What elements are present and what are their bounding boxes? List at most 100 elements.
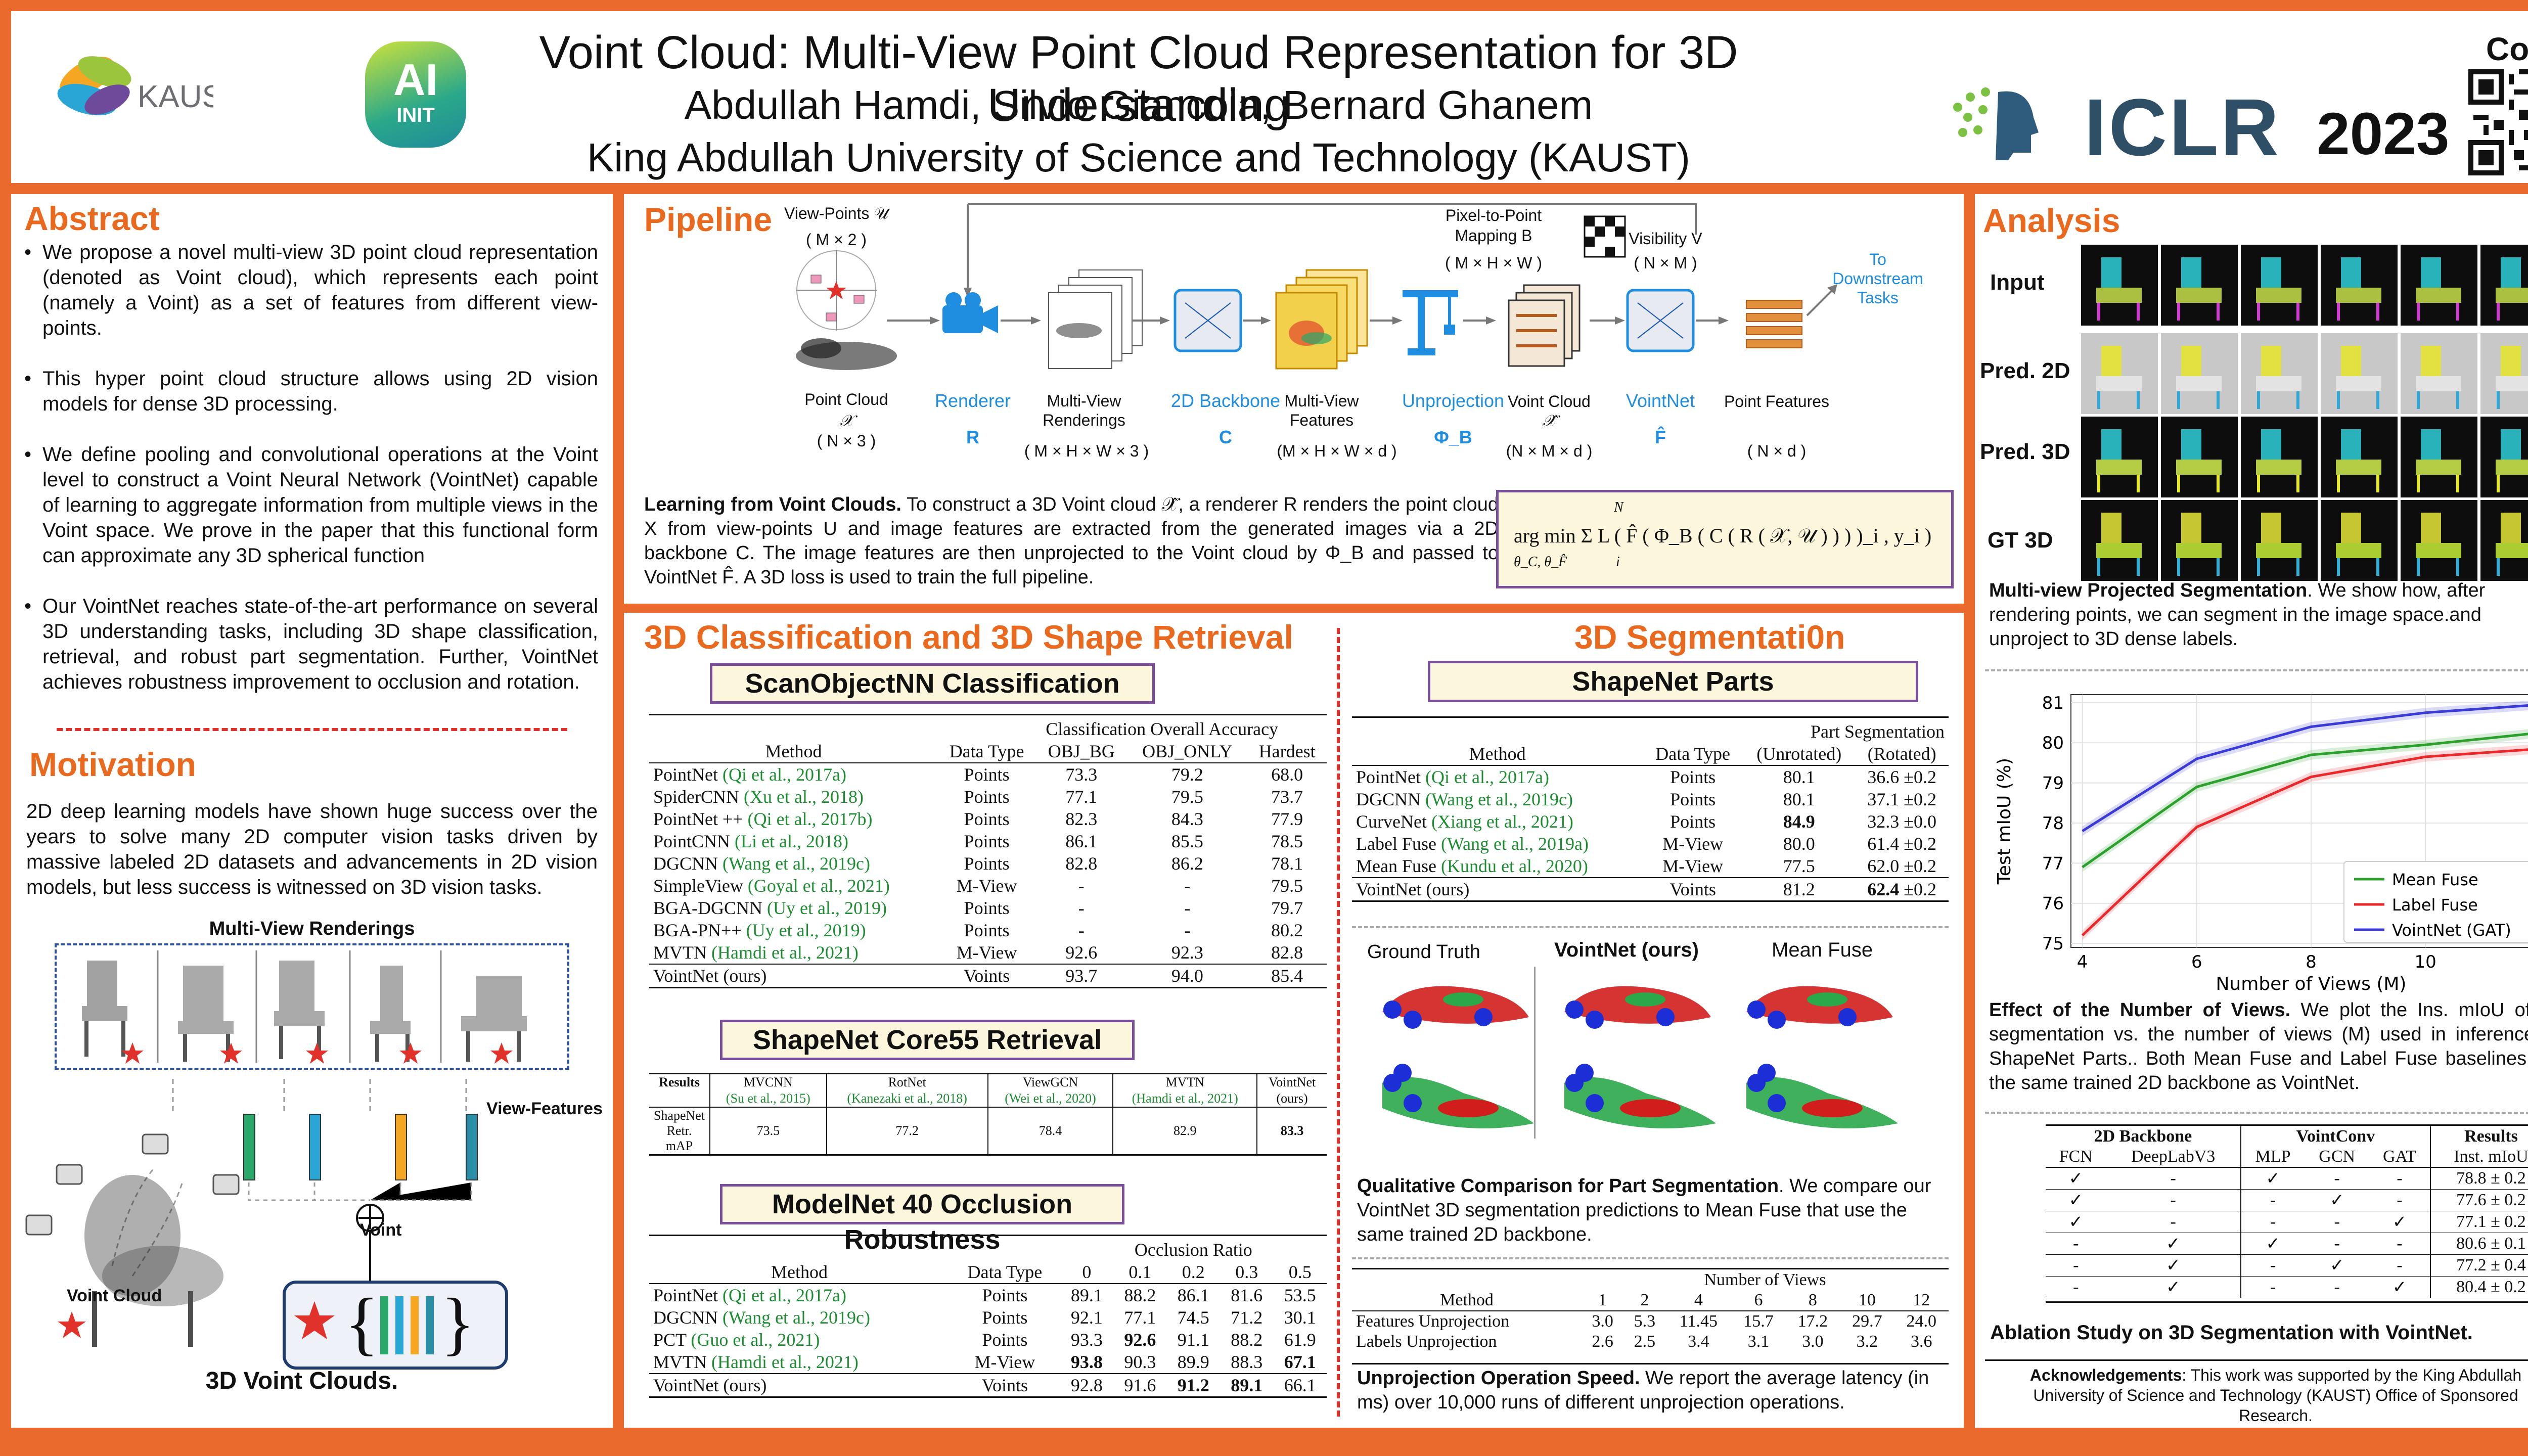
check-cell: ✓ [2369, 1211, 2431, 1233]
table-row: PointNet (Qi et al., 2017a) Points 80.1 36.… [1352, 765, 1949, 788]
citation: (Kundu et al., 2020) [1440, 856, 1588, 876]
speed-table: Number of Views Method 1 2 4 6 8 10 12 Features… [1352, 1270, 1949, 1352]
qual-label-gt: Ground Truth [1367, 941, 1480, 963]
retrieval-header: RotNet [826, 1073, 988, 1090]
series-line [2081, 748, 2528, 937]
occ-group-header: Occlusion Ratio [1134, 1240, 1252, 1260]
ablation-header: DeepLabV3 [2106, 1147, 2241, 1167]
table-rule [1352, 1268, 1949, 1269]
value-cell: 29.7 [1852, 1312, 1882, 1331]
value-cell: 3.4 [1688, 1332, 1709, 1351]
mv-seg-thumbnail [2161, 500, 2238, 581]
mv-seg-thumbnail [2081, 245, 2158, 326]
method-name: PointNet [653, 1285, 718, 1305]
pipeline-caption-bold: Learning from Voint Clouds. [644, 494, 901, 515]
value-cell: 62.4 [1867, 879, 1900, 899]
value-cell: 82.8 [1065, 853, 1098, 874]
method-name: MVTN [653, 942, 707, 963]
series-band [2082, 745, 2528, 940]
speed-header: 6 [1754, 1291, 1763, 1309]
value-cell: 79.5 [1171, 787, 1203, 807]
shapenet-parts-rows: PointNet (Qi et al., 2017a) Points 80.1 36.… [1352, 765, 1949, 878]
speed-caption: Unprojection Operation Speed. We report … [1357, 1366, 1949, 1415]
x-axis-label: Number of Views (M) [2216, 974, 2407, 994]
value-cell: 90.3 [1124, 1352, 1156, 1372]
value-cell: 66.1 [1284, 1375, 1316, 1395]
method-name: CurveNet [1356, 811, 1427, 832]
ablation-table: 2D Backbone VointConv Results FCN DeepLab… [2046, 1126, 2528, 1298]
code-label: Code: [2486, 31, 2528, 67]
col-unrotated: (Unrotated) [1756, 744, 1842, 764]
table-row: Label Fuse (Wang et al., 2019a) M-View 80.… [1352, 833, 1949, 855]
visibility-dim: ( N × M ) [1634, 254, 1697, 272]
voint-cloud-dim: (N × M × d ) [1506, 442, 1593, 460]
retrieval-table: Results MVCNN RotNet ViewGCN MVTN VointNet (S… [649, 1073, 1327, 1156]
iclr-logo: ICLR [2084, 82, 2281, 172]
value-cell: 30.1 [1284, 1307, 1316, 1328]
motivation-caption: 3D Voint Clouds. [205, 1368, 398, 1394]
value-cell: 53.5 [1284, 1285, 1316, 1305]
citation: (Wang et al., 2019a) [1440, 834, 1589, 854]
citation: (Guo et al., 2021) [691, 1330, 820, 1350]
retrieval-value: 82.9 [1113, 1107, 1258, 1155]
table-row: Mean Fuse (Kundu et al., 2020) M-View 77.5… [1352, 855, 1949, 878]
car-render [1746, 986, 1893, 1029]
table-row: - ✓ ✓ - - 80.6 ± 0.1 [2046, 1233, 2528, 1255]
check-cell: - [2334, 1234, 2340, 1253]
value-cell: 79.7 [1271, 898, 1303, 918]
value-cell: 86.1 [1065, 831, 1098, 851]
method-name: PointNet ++ [653, 809, 743, 829]
citation: (Wang et al., 2019c) [723, 1307, 871, 1328]
ai-init-init: INIT [396, 104, 435, 126]
retrieval-title: ShapeNet Core55 Retrieval [720, 1020, 1135, 1060]
qr-code-icon[interactable] [2468, 69, 2528, 175]
method-name: DGCNN [653, 1307, 718, 1328]
data-type-cell: Points [982, 1285, 1028, 1305]
abl-group: VointConv [2240, 1126, 2431, 1147]
equation-sum-top: N [1614, 499, 1623, 515]
qual-caption-text: . We compare our VointNet 3D segmentatio… [1357, 1175, 1931, 1245]
ablation-caption: Ablation Study on 3D Segmentation with V… [1990, 1322, 2473, 1344]
pixel-to-point-label: Pixel-to-Point Mapping B [1445, 206, 1542, 245]
value-cell: 77.1 [1124, 1307, 1156, 1328]
value-cell: 77.1 [1065, 787, 1098, 807]
speed-header: Method [1440, 1291, 1494, 1309]
abstract-bullets: We propose a novel multi-view 3D point c… [24, 240, 598, 720]
occ-header: 0.2 [1182, 1262, 1205, 1282]
renderer-symbol: R [966, 427, 979, 447]
value-cell: - [1184, 920, 1191, 940]
y-tick-label: 76 [2042, 894, 2064, 914]
value-cell: 3.1 [1747, 1332, 1770, 1351]
check-cell: - [2369, 1189, 2431, 1211]
value-cell: 92.3 [1171, 942, 1203, 963]
mv-segmentation-grid [2081, 245, 2528, 581]
value-cell: 73.3 [1065, 764, 1098, 785]
data-type-cell: M-View [1662, 834, 1724, 854]
check-cell: - [2334, 1278, 2340, 1296]
retrieval-cite: (Kanezaki et al., 2018) [826, 1090, 988, 1107]
y-tick-label: 78 [2042, 813, 2064, 834]
visibility-label: Visibility V [1629, 230, 1702, 248]
occlusion-title: ModelNet 40 Occlusion Robustness [720, 1184, 1124, 1255]
mv-seg-thumbnail [2241, 333, 2318, 414]
table-rule [649, 1235, 1327, 1236]
check-cell: ✓ [2106, 1276, 2241, 1298]
table-rule [1352, 716, 1949, 718]
value-cell: 15.7 [1743, 1312, 1774, 1331]
parts-group-header: Part Segmentation [1811, 721, 1945, 742]
car-render [1382, 1064, 1534, 1128]
conference-year: 2023 [2317, 101, 2450, 167]
check-cell: - [2369, 1254, 2431, 1277]
value-cell: 94.0 [1171, 966, 1203, 986]
analysis-panel: Analysis Input Pred. 2D Pred. 3D GT 3D M… [1975, 194, 2528, 1428]
occ-header: 0.3 [1235, 1262, 1258, 1282]
method-name: BGA-DGCNN [653, 898, 762, 918]
scanobjectnn-title: ScanObjectNN Classification [710, 663, 1155, 704]
value-cell: 81.6 [1231, 1285, 1263, 1305]
table-row: ✓ - ✓ - - 78.8 ± 0.2 [2046, 1167, 2528, 1190]
svg-text:}: } [441, 1284, 475, 1362]
table-row: DGCNN (Wang et al., 2019c) Points 92.1 77.1… [649, 1306, 1327, 1329]
method-cell: Features Unprojection [1356, 1312, 1510, 1331]
value-cell: 11.45 [1679, 1312, 1718, 1331]
speed-header: 12 [1913, 1291, 1930, 1309]
